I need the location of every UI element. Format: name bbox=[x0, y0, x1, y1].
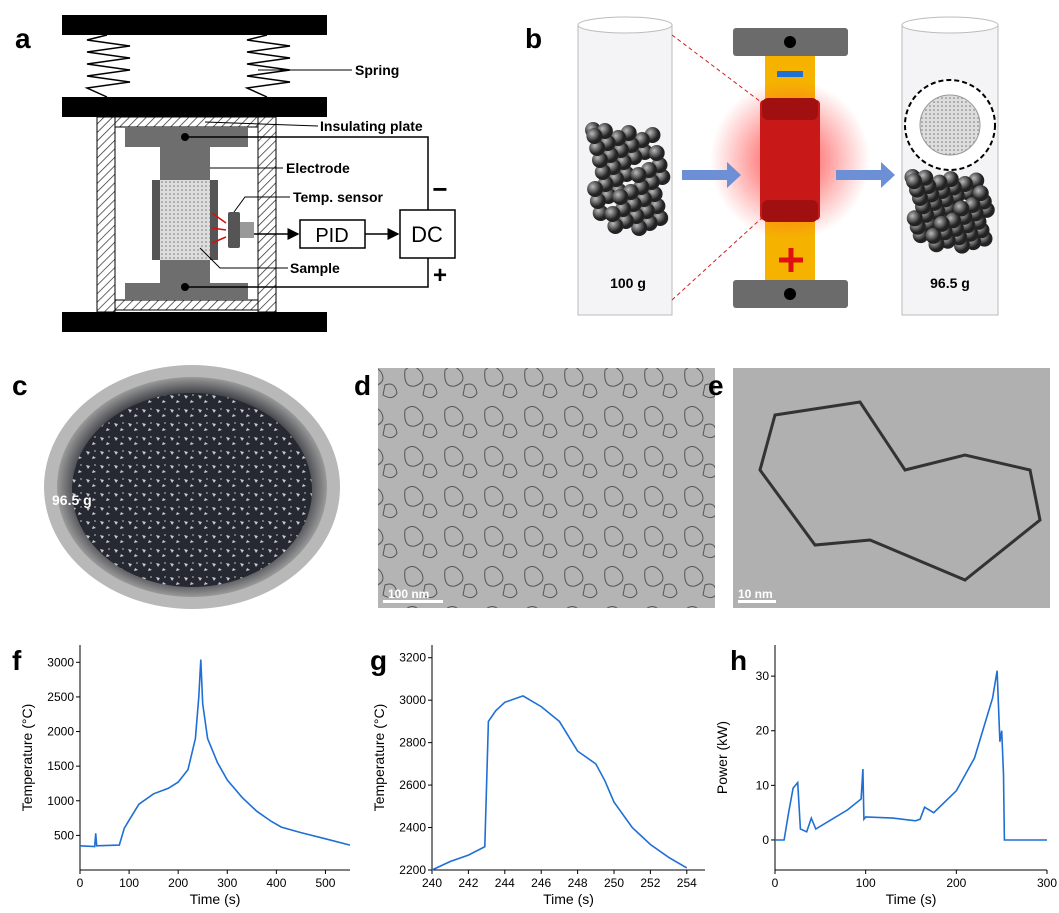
x-tick-label: 100 bbox=[856, 876, 876, 890]
panel-label: h bbox=[730, 645, 747, 676]
diagram-label: DC bbox=[411, 222, 443, 247]
y-tick-label: 3000 bbox=[399, 693, 426, 707]
panel-label: c bbox=[12, 370, 28, 401]
x-axis-label: Time (s) bbox=[543, 891, 594, 907]
x-tick-label: 0 bbox=[77, 876, 84, 890]
panel-label: f bbox=[12, 645, 22, 676]
data-line bbox=[80, 660, 350, 847]
particle bbox=[586, 128, 602, 144]
scale-bar-label: 10 nm bbox=[738, 587, 773, 601]
particle bbox=[605, 206, 621, 222]
x-tick-label: 240 bbox=[422, 876, 442, 890]
data-line bbox=[432, 696, 687, 870]
figure: Spring Insulating plate Electrode Temp. … bbox=[0, 0, 1059, 908]
y-tick-label: 1500 bbox=[47, 759, 74, 773]
diagram-label: Insulating plate bbox=[320, 118, 423, 134]
particle bbox=[612, 189, 628, 205]
particle bbox=[631, 167, 647, 183]
panel-label: d bbox=[354, 370, 371, 401]
mass-label: 96.5 g bbox=[930, 275, 970, 291]
particle bbox=[649, 145, 665, 161]
y-tick-label: 30 bbox=[756, 669, 770, 683]
x-tick-label: 246 bbox=[531, 876, 551, 890]
panel-label: b bbox=[525, 23, 542, 54]
panel-label: a bbox=[15, 23, 31, 54]
x-tick-label: 254 bbox=[677, 876, 697, 890]
x-tick-label: 200 bbox=[946, 876, 966, 890]
x-tick-label: 200 bbox=[168, 876, 188, 890]
x-tick-label: 252 bbox=[640, 876, 660, 890]
x-tick-label: 300 bbox=[217, 876, 237, 890]
x-tick-label: 244 bbox=[495, 876, 515, 890]
y-tick-label: 3200 bbox=[399, 651, 426, 665]
data-line bbox=[775, 671, 1047, 840]
x-tick-label: 300 bbox=[1037, 876, 1057, 890]
diagram-label: + bbox=[433, 262, 447, 289]
y-tick-label: 2800 bbox=[399, 736, 426, 750]
particle bbox=[906, 173, 922, 189]
photo bbox=[44, 365, 340, 609]
y-tick-label: 500 bbox=[54, 828, 74, 842]
diagram-label: Sample bbox=[290, 260, 340, 276]
panel-label: g bbox=[370, 645, 387, 676]
mass-label: 96.5 g bbox=[52, 492, 92, 508]
x-tick-label: 248 bbox=[568, 876, 588, 890]
particle bbox=[587, 181, 603, 197]
diagram-label: Temp. sensor bbox=[293, 189, 384, 205]
diagram-label: PID bbox=[315, 225, 348, 247]
y-axis-label: Power (kW) bbox=[714, 721, 730, 794]
x-axis-label: Time (s) bbox=[886, 891, 937, 907]
x-tick-label: 250 bbox=[604, 876, 624, 890]
scale-bar-label: 100 nm bbox=[388, 587, 429, 601]
mass-label: 100 g bbox=[610, 275, 646, 291]
x-tick-label: 500 bbox=[315, 876, 335, 890]
y-tick-label: 2500 bbox=[47, 690, 74, 704]
x-axis-label: Time (s) bbox=[190, 891, 241, 907]
x-tick-label: 400 bbox=[266, 876, 286, 890]
diagram-label: − bbox=[432, 174, 447, 204]
y-tick-label: 20 bbox=[756, 724, 770, 738]
x-tick-label: 242 bbox=[458, 876, 478, 890]
y-axis-label: Temperature (°C) bbox=[19, 704, 35, 812]
tem-image bbox=[378, 368, 1050, 608]
y-tick-label: 0 bbox=[762, 833, 769, 847]
y-tick-label: 1000 bbox=[47, 794, 74, 808]
y-tick-label: 2600 bbox=[399, 778, 426, 792]
diagram-label: Spring bbox=[355, 62, 399, 78]
diagram-label: Electrode bbox=[286, 160, 350, 176]
y-axis-label: Temperature (°C) bbox=[371, 704, 387, 812]
particle bbox=[953, 201, 969, 217]
y-tick-label: 2400 bbox=[399, 821, 426, 835]
x-tick-label: 0 bbox=[772, 876, 779, 890]
y-tick-label: 3000 bbox=[47, 655, 74, 669]
particle bbox=[973, 185, 989, 201]
y-tick-label: 2200 bbox=[399, 863, 426, 877]
process-diagram bbox=[578, 17, 998, 315]
x-tick-label: 100 bbox=[119, 876, 139, 890]
y-tick-label: 2000 bbox=[47, 725, 74, 739]
panel-label: e bbox=[708, 370, 724, 401]
y-tick-label: 10 bbox=[756, 778, 770, 792]
particle bbox=[934, 216, 950, 232]
